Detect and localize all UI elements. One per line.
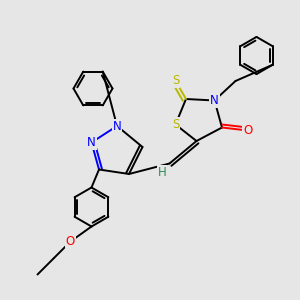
Text: O: O [66, 235, 75, 248]
Text: N: N [87, 136, 96, 149]
Text: S: S [172, 74, 179, 88]
Text: H: H [158, 166, 166, 179]
Text: N: N [112, 119, 122, 133]
Text: O: O [243, 124, 252, 137]
Text: N: N [210, 94, 219, 107]
Text: S: S [172, 118, 179, 131]
